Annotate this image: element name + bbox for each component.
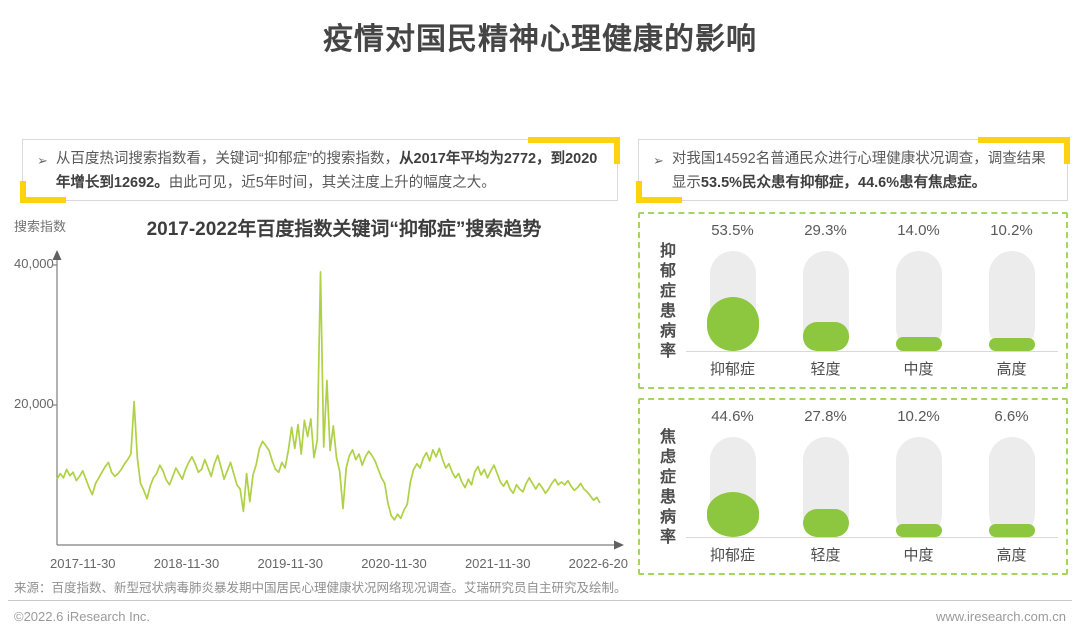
- percent-value: 29.3%: [804, 222, 847, 239]
- x-tick: 2018-11-30: [153, 556, 220, 571]
- percent-value: 53.5%: [711, 222, 754, 239]
- yellow-corner-bottom-left: [636, 181, 682, 203]
- y-axis-label: 搜索指数: [14, 219, 67, 234]
- capsule-fill: [706, 297, 759, 351]
- yellow-corner-top-right: [528, 137, 620, 164]
- capsule-fill: [895, 337, 942, 351]
- prevalence-panel-depression: 抑郁症患病率 53.5% 29.3% 14.0% 10.2% 抑郁症 轻度: [638, 212, 1068, 389]
- arrow-bullet-icon: ➢: [37, 153, 48, 168]
- percent-value: 44.6%: [711, 408, 754, 425]
- category-row: 抑郁症 轻度 中度 高度: [686, 352, 1058, 383]
- trend-chart-svg: [52, 250, 624, 550]
- category-label: 高度: [996, 361, 1027, 378]
- percent-value: 10.2%: [897, 408, 940, 425]
- page-title: 疫情对国民精神心理健康的影响: [323, 23, 757, 56]
- prevalence-panel-anxiety: 焦虑症患病率 44.6% 27.8% 10.2% 6.6% 抑郁症 轻度: [638, 398, 1068, 575]
- percent-value: 10.2%: [990, 222, 1033, 239]
- capsule-row: [686, 245, 1058, 352]
- x-axis-arrow-icon: [614, 540, 624, 550]
- category-label: 抑郁症: [709, 361, 755, 378]
- footer-copyright: ©2022.6 iResearch Inc.: [14, 609, 151, 624]
- baidu-trend-chart: 2017-2022年百度指数关键词“抑郁症”搜索趋势 搜索指数 40,000 2…: [14, 212, 634, 574]
- percent-value: 6.6%: [994, 408, 1029, 425]
- insight-left-bold: 从2017年平均为2772，到2020年增长到12692。: [55, 151, 598, 191]
- insight-box-baidu-index: ➢ 从百度热词搜索指数看，关键词“抑郁症”的搜索指数，从2017年平均为2772…: [20, 137, 620, 203]
- source-note: 来源：百度指数、新型冠状病毒肺炎暴发期中国居民心理健康状况网络现况调查。艾瑞研究…: [14, 581, 627, 595]
- category-row: 抑郁症 轻度 中度 高度: [686, 538, 1058, 569]
- capsule-fill: [895, 524, 942, 537]
- y-tick-40000: 40,000: [14, 256, 54, 271]
- footer-url: www.iresearch.com.cn: [935, 609, 1066, 624]
- capsule-fill: [802, 509, 849, 537]
- chart-title: 2017-2022年百度指数关键词“抑郁症”搜索趋势: [146, 219, 542, 240]
- capsule-gauge: [988, 437, 1035, 537]
- capsule-fill: [802, 322, 849, 351]
- panel-vertical-label: 抑郁症患病率: [657, 241, 674, 362]
- x-tick: 2017-11-30: [50, 556, 116, 571]
- category-label: 高度: [996, 547, 1027, 564]
- capsule-gauge: [706, 437, 759, 537]
- category-label: 中度: [903, 547, 934, 564]
- x-tick: 2019-11-30: [257, 556, 324, 571]
- capsule-gauge: [988, 251, 1035, 351]
- y-axis-arrow-icon: [52, 250, 62, 260]
- category-label: 轻度: [810, 547, 841, 564]
- x-tick: 2020-11-30: [361, 556, 427, 571]
- prevalence-panels: 抑郁症患病率 53.5% 29.3% 14.0% 10.2% 抑郁症 轻度: [638, 212, 1068, 575]
- y-tick-20000: 20,000: [14, 396, 54, 411]
- capsule-row: [686, 431, 1058, 538]
- capsule-fill: [988, 338, 1035, 351]
- footer-bar: ©2022.6 iResearch Inc. www.iresearch.com…: [14, 609, 1066, 624]
- insight-left-post: 由此可见，近5年时间，其关注度上升的幅度之大。: [168, 174, 496, 191]
- insight-right-pre: 对我国14592名普通民众进行心理健康状况调查，调查结果显示: [671, 151, 1046, 191]
- capsule-fill: [706, 492, 759, 537]
- trend-polyline: [56, 271, 601, 521]
- insight-left-pre: 从百度热词搜索指数看，关键词“抑郁症”的搜索指数，: [55, 151, 400, 167]
- percent-value: 14.0%: [897, 222, 940, 239]
- x-axis-tick-labels: 2017-11-30 2018-11-30 2019-11-30 2020-11…: [50, 556, 628, 571]
- insight-right-bold: 53.5%民众患有抑郁症，44.6%患有焦虑症。: [700, 174, 987, 191]
- capsule-gauge: [895, 251, 942, 351]
- footer-divider: [8, 600, 1072, 601]
- category-label: 中度: [903, 361, 934, 378]
- capsule-fill: [988, 524, 1035, 537]
- capsule-gauge: [802, 437, 849, 537]
- capsule-gauge: [802, 251, 849, 351]
- insight-box-survey: ➢ 对我国14592名普通民众进行心理健康状况调查，调查结果显示53.5%民众患…: [636, 137, 1070, 203]
- insight-text-survey: 对我国14592名普通民众进行心理健康状况调查，调查结果显示53.5%民众患有抑…: [672, 148, 1051, 196]
- percent-row: 53.5% 29.3% 14.0% 10.2%: [686, 222, 1058, 239]
- insight-text-baidu-index: 从百度热词搜索指数看，关键词“抑郁症”的搜索指数，从2017年平均为2772，到…: [56, 148, 601, 196]
- arrow-bullet-icon: ➢: [653, 153, 664, 168]
- yellow-corner-top-right: [978, 137, 1070, 164]
- category-label: 轻度: [810, 361, 841, 378]
- percent-value: 27.8%: [804, 408, 847, 425]
- x-tick: 2022-6-20: [568, 556, 628, 571]
- panel-vertical-label: 焦虑症患病率: [657, 427, 674, 548]
- capsule-gauge: [706, 251, 759, 351]
- x-tick: 2021-11-30: [464, 556, 531, 571]
- percent-row: 44.6% 27.8% 10.2% 6.6%: [686, 408, 1058, 425]
- capsule-gauge: [895, 437, 942, 537]
- yellow-corner-bottom-left: [20, 181, 66, 203]
- category-label: 抑郁症: [709, 547, 755, 564]
